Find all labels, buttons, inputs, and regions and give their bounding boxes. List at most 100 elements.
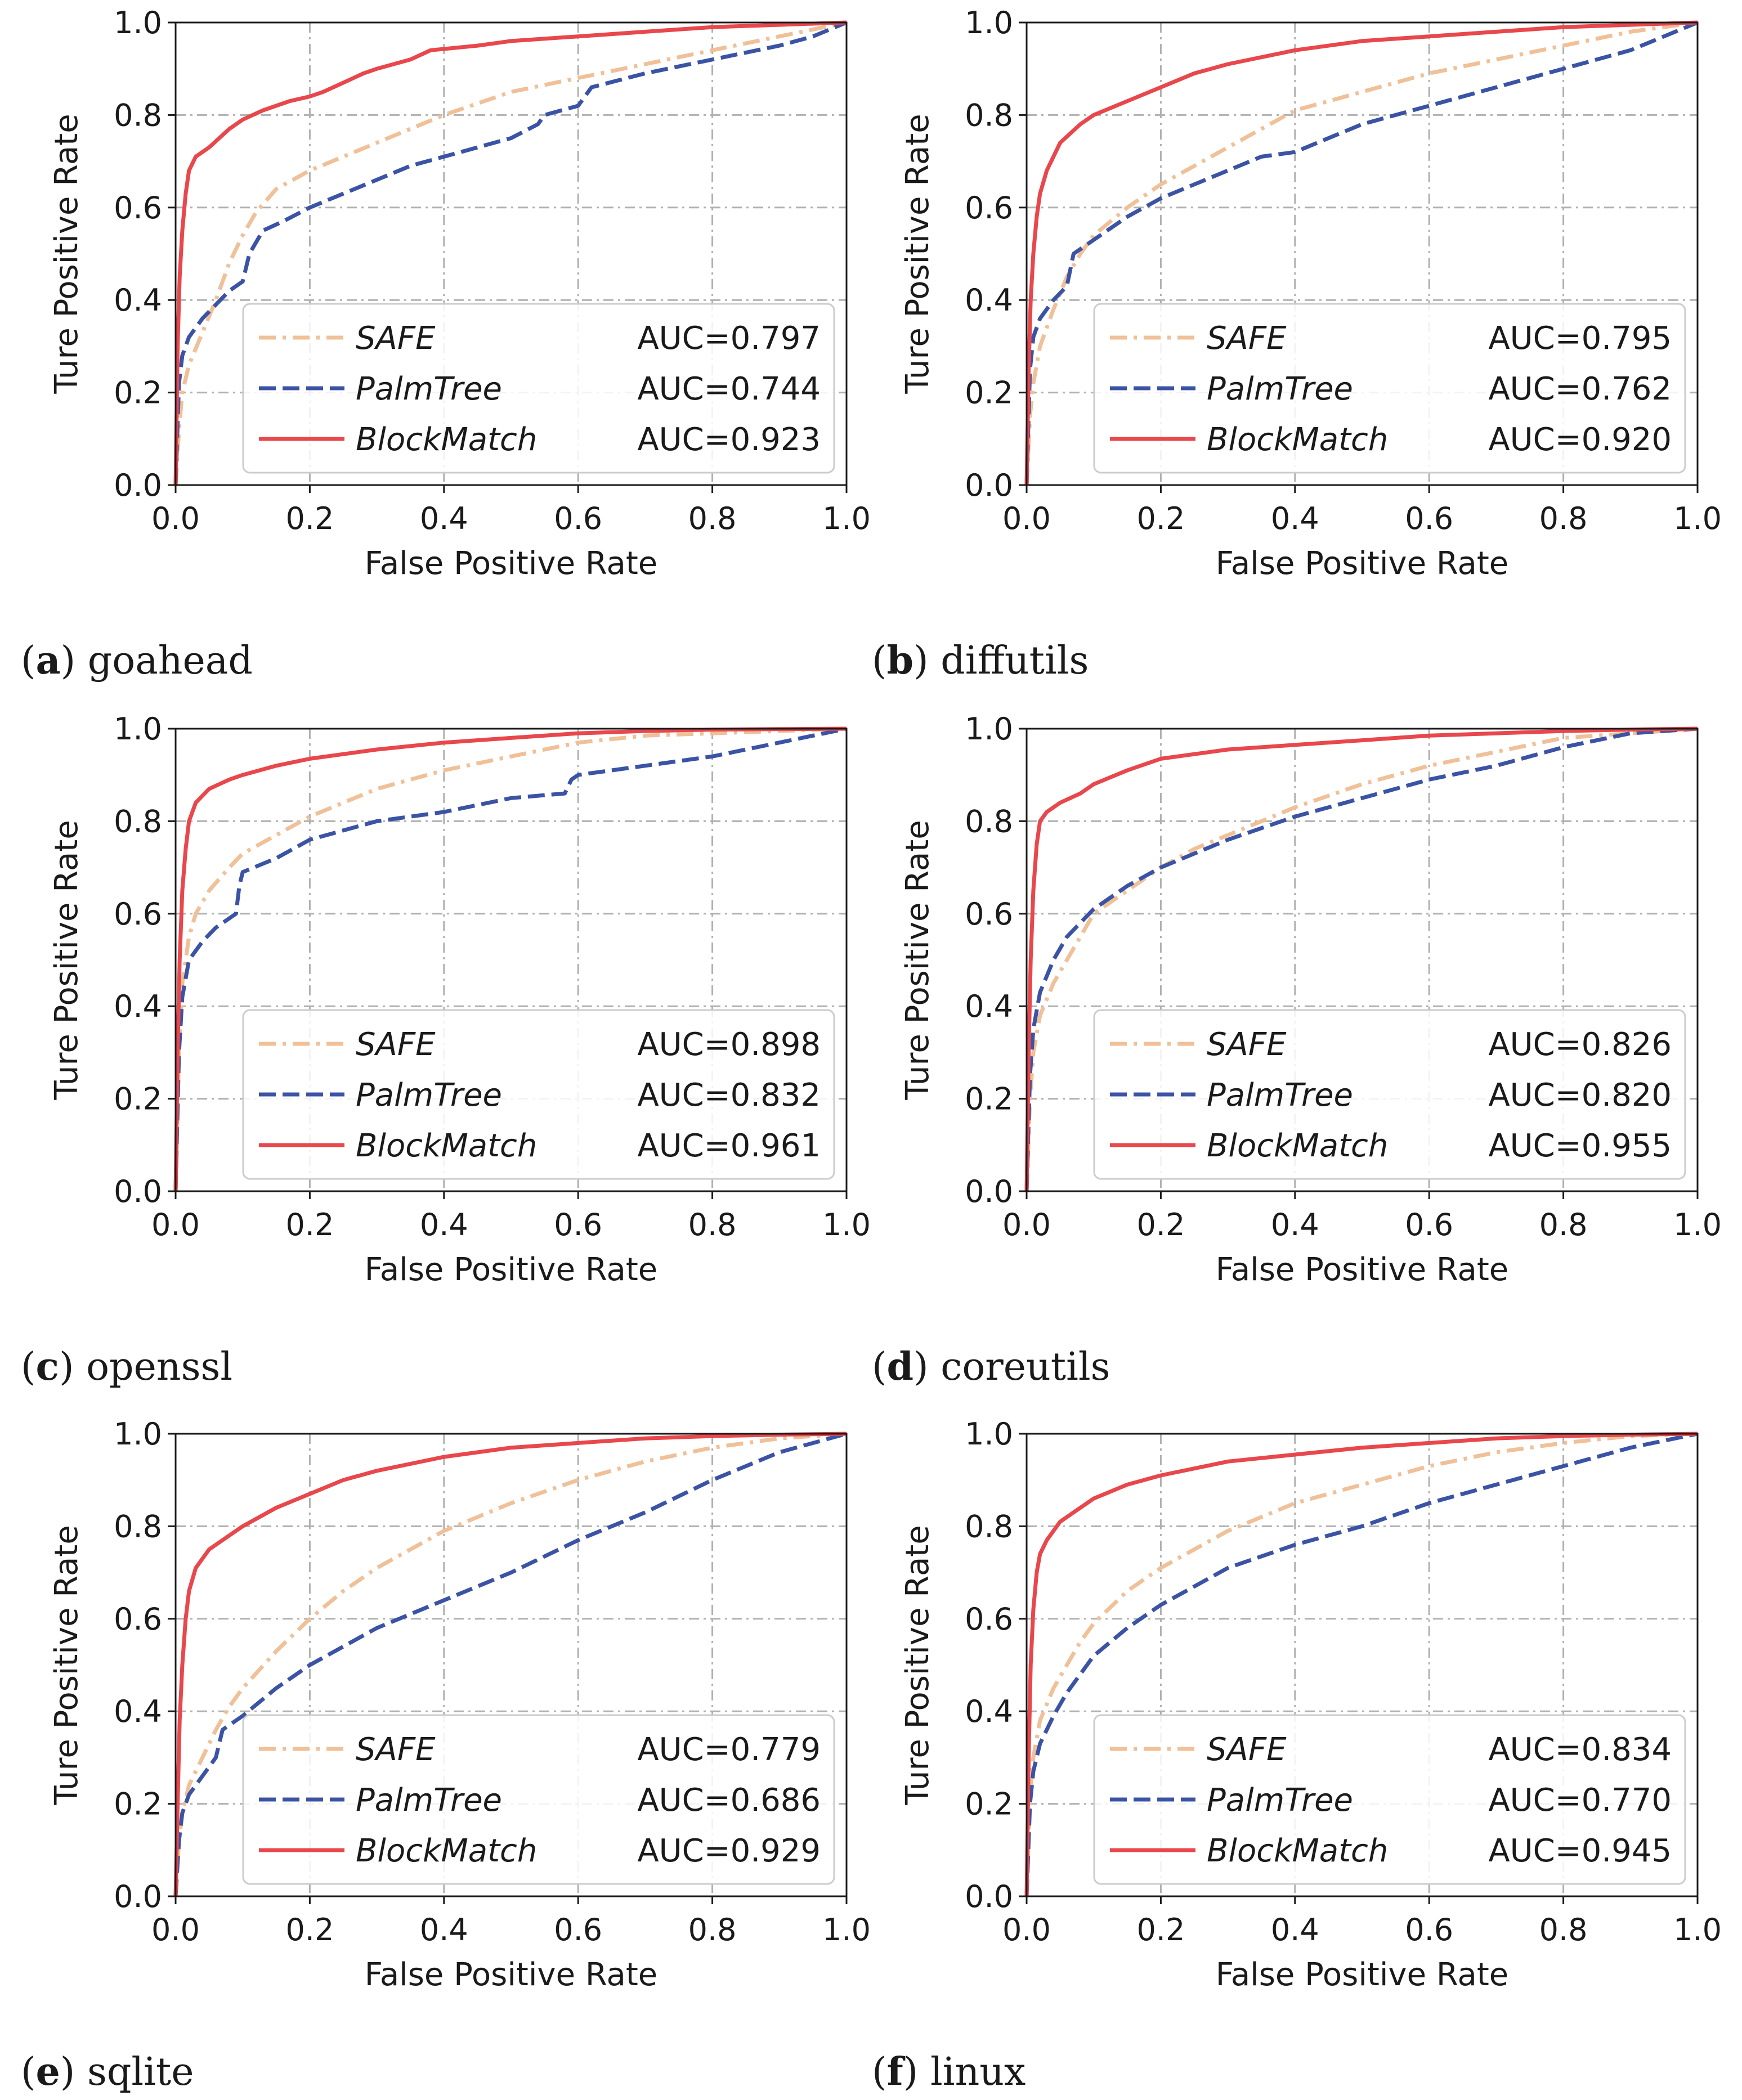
plot-frame (1026, 21, 1699, 486)
y-axis-title: Ture Positive Rate (48, 820, 85, 1100)
caption-open-paren: ( (21, 639, 36, 683)
legend-auc-safe: AUC=0.834 (1488, 1731, 1672, 1768)
y-tick-label: 0.0 (114, 1174, 162, 1209)
y-tick-label: 0.2 (114, 375, 162, 411)
y-tick-label: 0.8 (114, 97, 162, 133)
x-tick-label: 1.0 (822, 501, 871, 536)
y-tick-label: 1.0 (114, 1416, 162, 1452)
caption-name: goahead (88, 639, 253, 683)
x-tick-label: 1.0 (822, 1912, 871, 1948)
y-axis-title: Ture Positive Rate (899, 114, 936, 394)
x-tick-label: 0.8 (1539, 1912, 1588, 1948)
x-tick-label: 0.2 (285, 1207, 334, 1242)
legend-label-palmtree: PalmTree (1207, 1077, 1353, 1114)
legend-label-safe: SAFE (356, 1731, 436, 1768)
legend-auc-blockmatch: AUC=0.923 (637, 421, 821, 458)
y-tick-label: 1.0 (114, 5, 162, 41)
y-tick-label: 0.0 (114, 1879, 162, 1914)
series-line-palmtree (1024, 726, 1698, 1192)
y-tick-label: 0.0 (965, 468, 1013, 503)
y-tick-label: 0.0 (965, 1879, 1013, 1914)
caption-close-paren: ) (61, 639, 88, 683)
legend: SAFE AUC=0.795 PalmTree AUC=0.762 BlockMatch… (1093, 303, 1686, 474)
x-tick-label: 0.6 (1405, 1912, 1453, 1948)
legend-auc-safe: AUC=0.797 (637, 320, 821, 357)
y-tick-label: 0.0 (114, 468, 162, 503)
legend-auc-safe: AUC=0.795 (1488, 320, 1672, 357)
x-tick-label: 0.4 (420, 501, 468, 536)
legend-label-blockmatch: BlockMatch (1207, 1833, 1388, 1869)
legend-box (242, 1714, 835, 1885)
series-line-palmtree (173, 1432, 847, 1897)
legend-auc-safe: AUC=0.779 (637, 1731, 821, 1768)
plot-frame (174, 1433, 848, 1897)
caption-letter: c (36, 1344, 59, 1389)
legend-auc-palmtree: AUC=0.832 (637, 1077, 821, 1114)
series-line-blockmatch (1024, 726, 1698, 1192)
legend-label-blockmatch: BlockMatch (356, 1128, 537, 1164)
y-axis-title: Ture Positive Rate (48, 114, 85, 394)
x-tick-label: 0.2 (285, 1912, 334, 1948)
x-tick-label: 0.6 (554, 501, 602, 536)
x-tick-label: 1.0 (822, 1207, 871, 1242)
series-line-palmtree (173, 20, 848, 486)
legend-label-safe: SAFE (1207, 320, 1287, 357)
y-tick-label: 0.4 (965, 989, 1013, 1024)
legend-label-palmtree: PalmTree (356, 1782, 502, 1819)
plot-frame (174, 21, 848, 486)
legend-auc-blockmatch: AUC=0.945 (1488, 1833, 1672, 1869)
series-line-blockmatch (1024, 1432, 1698, 1897)
x-tick-label: 0.8 (688, 501, 737, 536)
x-tick-label: 0.0 (151, 1912, 200, 1948)
y-tick-label: 0.6 (114, 896, 162, 932)
caption-open-paren: ( (872, 2050, 887, 2094)
y-tick-label: 1.0 (114, 711, 162, 747)
panel-caption: (a) goahead (21, 638, 253, 683)
y-axis-title: Ture Positive Rate (899, 1525, 936, 1805)
x-tick-label: 0.2 (1136, 1207, 1185, 1242)
x-tick-label: 1.0 (1673, 501, 1722, 536)
y-tick-label: 0.6 (114, 190, 162, 226)
caption-open-paren: ( (21, 2050, 36, 2094)
legend: SAFE AUC=0.826 PalmTree AUC=0.820 BlockMatch… (1093, 1009, 1686, 1180)
y-tick-label: 0.2 (114, 1082, 162, 1117)
legend-label-safe: SAFE (1207, 1026, 1287, 1063)
series-line-blockmatch (1024, 20, 1698, 486)
legend-box (1093, 303, 1686, 474)
x-tick-label: 0.2 (285, 501, 334, 536)
caption-letter: a (36, 638, 61, 683)
panel-caption: (f) linux (872, 2049, 1026, 2094)
y-tick-label: 0.8 (114, 1509, 162, 1544)
legend-auc-blockmatch: AUC=0.955 (1488, 1128, 1672, 1164)
x-tick-label: 0.4 (1271, 501, 1319, 536)
x-tick-label: 0.0 (1002, 1207, 1051, 1242)
x-tick-label: 0.0 (1002, 1912, 1051, 1948)
y-tick-label: 0.4 (965, 282, 1013, 318)
x-tick-label: 0.8 (1539, 501, 1588, 536)
y-axis-title: Ture Positive Rate (899, 820, 936, 1100)
chart-panel-c: 0.0 0.2 0.4 0.6 0.8 1.0 0.0 0.2 0.4 0.6 0.8 1.0 Fals… (21, 711, 871, 1389)
panel-caption: (b) diffutils (872, 638, 1089, 683)
series-line-blockmatch (173, 726, 847, 1192)
caption-name: coreutils (941, 1345, 1110, 1389)
caption-letter: f (887, 2049, 906, 2094)
y-tick-label: 0.8 (965, 1509, 1013, 1544)
y-tick-label: 0.8 (965, 97, 1013, 133)
y-tick-label: 0.4 (114, 1694, 162, 1729)
chart-panel-e: 0.0 0.2 0.4 0.6 0.8 1.0 0.0 0.2 0.4 0.6 0.8 1.0 Fals… (21, 1416, 871, 2094)
chart-panel-d: 0.0 0.2 0.4 0.6 0.8 1.0 0.0 0.2 0.4 0.6 0.8 1.0 Fals… (872, 711, 1722, 1389)
x-tick-label: 1.0 (1673, 1912, 1722, 1948)
legend-auc-palmtree: AUC=0.762 (1488, 371, 1672, 407)
plot-frame (1026, 728, 1699, 1192)
legend-auc-palmtree: AUC=0.686 (637, 1782, 821, 1819)
x-axis-title: False Positive Rate (365, 1957, 657, 1993)
legend: SAFE AUC=0.797 PalmTree AUC=0.744 BlockMatch… (242, 303, 835, 474)
series-line-blockmatch (173, 20, 847, 486)
x-tick-label: 0.4 (420, 1207, 468, 1242)
plot-frame (1026, 1433, 1699, 1897)
y-axis-title: Ture Positive Rate (48, 1525, 85, 1805)
caption-name: diffutils (941, 639, 1089, 683)
legend-label-safe: SAFE (1207, 1731, 1287, 1768)
x-tick-label: 0.6 (1405, 1207, 1453, 1242)
series-line-safe (173, 20, 847, 486)
